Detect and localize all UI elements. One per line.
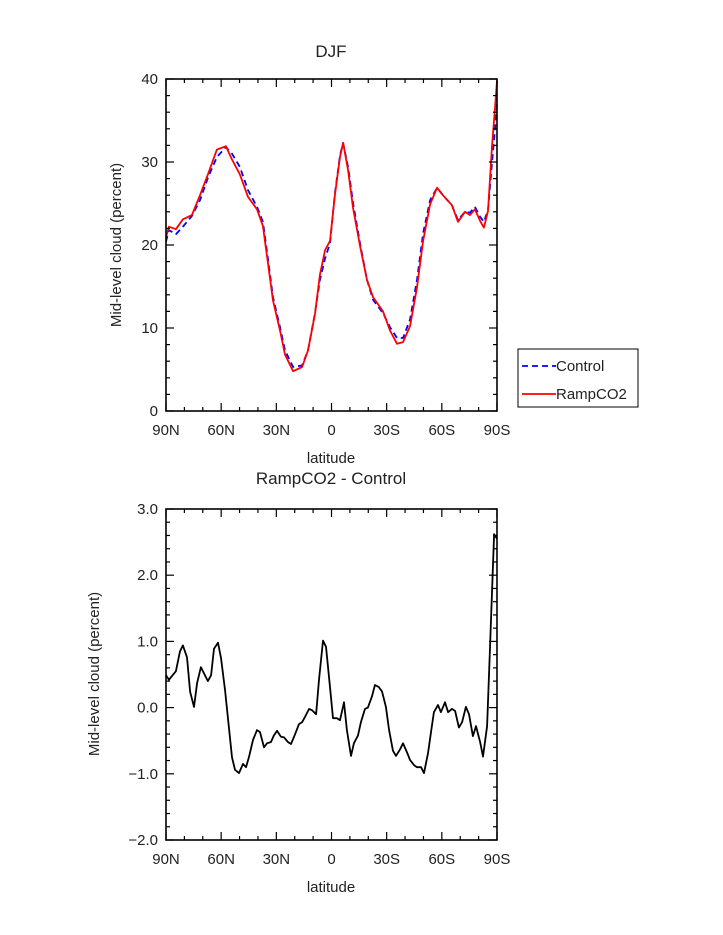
bottom-y-tick-label: −1.0 — [128, 766, 158, 783]
top-x-axis-label: latitude — [307, 450, 355, 467]
bottom-y-tick-label: 0.0 — [137, 700, 158, 717]
top-plot: 90N 60N 30N 0 30S 60S 90S 0 10 20 30 40 — [141, 71, 510, 439]
top-x-tick-label: 90S — [484, 422, 511, 439]
bottom-plot: 90N 60N 30N 0 30S 60S 90S −2.0 −1.0 0.0 1.0 2.0 3.0 — [128, 501, 510, 868]
top-series-line-rampco2 — [165, 80, 498, 373]
legend-box — [517, 348, 639, 408]
top-y-tick-label: 30 — [141, 154, 158, 171]
top-x-tick-label: 30S — [373, 422, 400, 439]
top-plot-frame — [165, 78, 498, 412]
top-x-tick-label: 30N — [263, 422, 291, 439]
bottom-y-tick-label: 2.0 — [137, 567, 158, 584]
bottom-y-tick-label: 3.0 — [137, 501, 158, 518]
bottom-y-tick-label: −2.0 — [128, 832, 158, 849]
top-y-tick-label: 0 — [150, 403, 158, 420]
bottom-x-tick-label: 30S — [373, 851, 400, 868]
bottom-x-tick-label: 90N — [152, 851, 180, 868]
legend-label-control: Control — [556, 358, 604, 375]
top-y-tick-label: 20 — [141, 237, 158, 254]
bottom-x-axis-label: latitude — [307, 879, 355, 896]
bottom-x-tick-label: 0 — [327, 851, 335, 868]
bottom-y-axis-label: Mid-level cloud (percent) — [86, 592, 103, 756]
top-y-tick-label: 40 — [141, 71, 158, 88]
top-x-tick-label: 0 — [327, 422, 335, 439]
bottom-series-line-rampco2-control — [165, 533, 498, 774]
legend-label-rampco2: RampCO2 — [556, 386, 627, 403]
bottom-x-tick-label: 90S — [484, 851, 511, 868]
bottom-chart-title: RampCO2 - Control — [256, 469, 406, 488]
legend: Control RampCO2 — [517, 348, 639, 408]
top-x-tick-label: 60S — [428, 422, 455, 439]
bottom-y-tick-label: 1.0 — [137, 633, 158, 650]
top-chart-title: DJF — [315, 42, 346, 61]
top-x-tick-label: 90N — [152, 422, 180, 439]
bottom-x-tick-label: 60N — [207, 851, 235, 868]
top-x-tick-label: 60N — [207, 422, 235, 439]
bottom-plot-frame — [165, 508, 498, 841]
top-y-tick-label: 10 — [141, 320, 158, 337]
top-y-axis-label: Mid-level cloud (percent) — [108, 163, 125, 327]
top-series-line-control — [165, 103, 498, 368]
bottom-x-tick-label: 30N — [263, 851, 291, 868]
bottom-x-tick-label: 60S — [428, 851, 455, 868]
